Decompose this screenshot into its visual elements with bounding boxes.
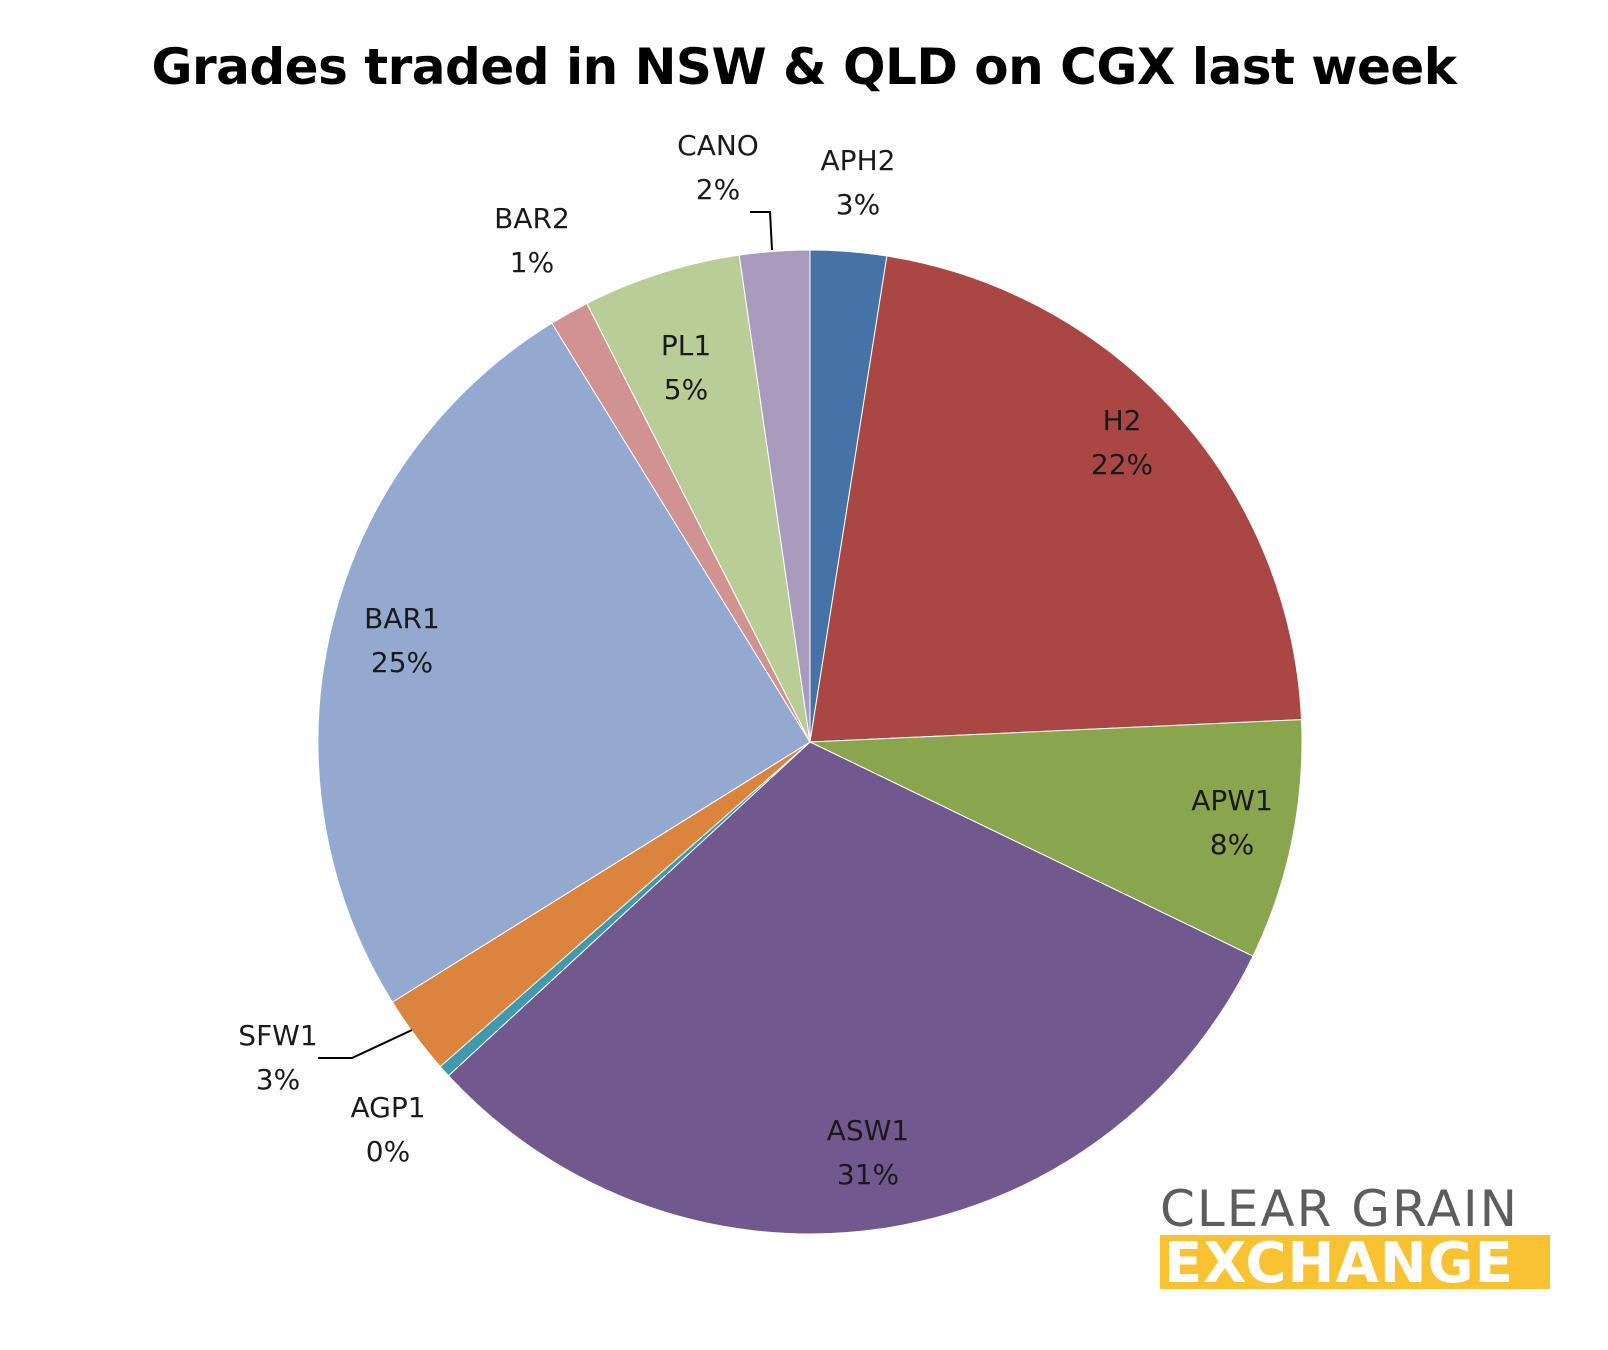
leader-line-sfw1 bbox=[318, 1029, 413, 1059]
slice-h2 bbox=[809, 255, 1303, 743]
label-h2-name: H2 bbox=[1103, 404, 1142, 437]
label-bar2-name: BAR2 bbox=[494, 202, 570, 235]
label-asw1-name: ASW1 bbox=[827, 1114, 909, 1147]
label-asw1-percent: 31% bbox=[837, 1158, 899, 1191]
label-bar2-percent: 1% bbox=[510, 246, 554, 279]
slice-labels: APH2 3% H2 22% APW1 8% ASW1 31% AGP1 0% SFW1 3% BAR1… bbox=[238, 129, 1272, 1191]
label-aph2-percent: 3% bbox=[836, 188, 880, 221]
label-cano-name: CANO bbox=[677, 129, 759, 162]
label-pl1-percent: 5% bbox=[664, 373, 708, 406]
logo-line-2: EXCHANGE bbox=[1164, 1235, 1514, 1289]
label-agp1-name: AGP1 bbox=[350, 1091, 425, 1124]
clear-grain-exchange-logo: CLEAR GRAIN EXCHANGE bbox=[1160, 1180, 1550, 1290]
label-sfw1-percent: 3% bbox=[256, 1063, 300, 1096]
chart-title: Grades traded in NSW & QLD on CGX last w… bbox=[151, 38, 1457, 96]
label-cano-percent: 2% bbox=[696, 173, 740, 206]
slice-pl1 bbox=[586, 254, 811, 743]
label-agp1-percent: 0% bbox=[366, 1135, 410, 1168]
slice-asw1 bbox=[447, 741, 1254, 1235]
logo-line-2-band: EXCHANGE bbox=[1160, 1235, 1550, 1289]
label-apw1-name: APW1 bbox=[1191, 784, 1273, 817]
label-aph2-name: APH2 bbox=[821, 144, 896, 177]
pie-slices bbox=[317, 249, 1303, 1235]
label-h2-percent: 22% bbox=[1091, 448, 1153, 481]
logo-line-1: CLEAR GRAIN bbox=[1160, 1180, 1520, 1238]
label-pl1-name: PL1 bbox=[661, 329, 711, 362]
leader-lines bbox=[318, 211, 773, 1059]
leader-line-cano bbox=[750, 211, 773, 251]
label-bar1-name: BAR1 bbox=[364, 602, 440, 635]
slice-bar1 bbox=[317, 322, 811, 1003]
slice-cano bbox=[738, 249, 811, 743]
label-sfw1-name: SFW1 bbox=[238, 1019, 317, 1052]
slice-apw1 bbox=[809, 719, 1303, 957]
label-bar1-percent: 25% bbox=[371, 646, 433, 679]
label-apw1-percent: 8% bbox=[1210, 828, 1254, 861]
